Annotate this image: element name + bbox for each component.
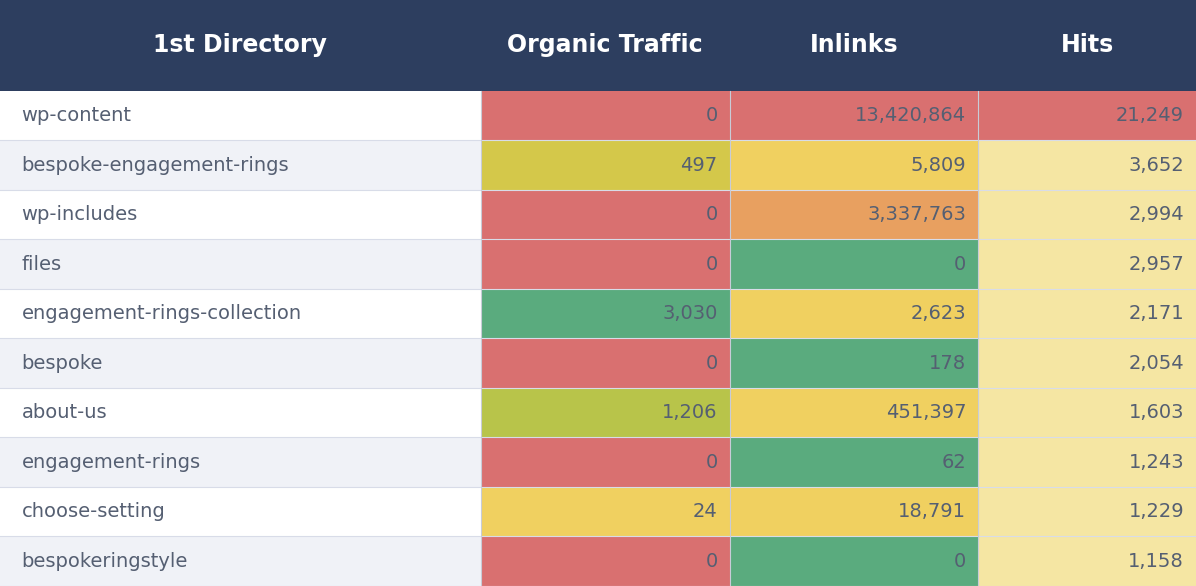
Bar	[978, 437, 1196, 487]
Bar	[0, 91, 481, 141]
Text: bespoke-engagement-rings: bespoke-engagement-rings	[22, 156, 289, 175]
Text: 62: 62	[941, 453, 966, 472]
Text: bespoke: bespoke	[22, 354, 103, 373]
Bar	[0, 141, 481, 190]
Bar	[481, 339, 730, 388]
Bar	[481, 388, 730, 437]
Text: about-us: about-us	[22, 403, 108, 422]
Bar	[0, 487, 481, 537]
Text: 0: 0	[954, 255, 966, 274]
Bar	[0, 0, 1196, 91]
Text: 21,249: 21,249	[1116, 106, 1184, 125]
Bar	[0, 339, 481, 388]
Text: 1,243: 1,243	[1128, 453, 1184, 472]
Bar	[978, 190, 1196, 240]
Text: Organic Traffic: Organic Traffic	[507, 33, 703, 57]
Bar	[481, 240, 730, 289]
Bar	[481, 537, 730, 586]
Text: 2,171: 2,171	[1128, 304, 1184, 323]
Bar	[730, 487, 978, 537]
Bar	[481, 91, 730, 141]
Bar	[730, 339, 978, 388]
Bar	[978, 487, 1196, 537]
Bar	[0, 437, 481, 487]
Text: wp-includes: wp-includes	[22, 205, 138, 224]
Text: Inlinks: Inlinks	[810, 33, 898, 57]
Text: 497: 497	[681, 156, 718, 175]
Text: 24: 24	[692, 502, 718, 521]
Bar	[730, 91, 978, 141]
Text: 0: 0	[706, 205, 718, 224]
Text: 2,623: 2,623	[910, 304, 966, 323]
Bar	[0, 190, 481, 240]
Bar	[481, 141, 730, 190]
Text: 3,652: 3,652	[1128, 156, 1184, 175]
Bar	[730, 240, 978, 289]
Bar	[730, 141, 978, 190]
Text: 5,809: 5,809	[910, 156, 966, 175]
Bar	[481, 190, 730, 240]
Text: wp-content: wp-content	[22, 106, 132, 125]
Bar	[978, 289, 1196, 339]
Text: 1st Directory: 1st Directory	[153, 33, 328, 57]
Text: 0: 0	[706, 354, 718, 373]
Bar	[0, 537, 481, 586]
Text: 178: 178	[929, 354, 966, 373]
Text: 1,158: 1,158	[1128, 552, 1184, 571]
Text: 0: 0	[706, 552, 718, 571]
Text: 451,397: 451,397	[886, 403, 966, 422]
Text: 2,957: 2,957	[1128, 255, 1184, 274]
Bar	[978, 537, 1196, 586]
Bar	[730, 190, 978, 240]
Text: 3,030: 3,030	[663, 304, 718, 323]
Text: bespokeringstyle: bespokeringstyle	[22, 552, 188, 571]
Bar	[730, 437, 978, 487]
Bar	[0, 240, 481, 289]
Bar	[481, 289, 730, 339]
Bar	[978, 240, 1196, 289]
Text: engagement-rings: engagement-rings	[22, 453, 201, 472]
Bar	[730, 537, 978, 586]
Bar	[730, 388, 978, 437]
Text: 0: 0	[954, 552, 966, 571]
Text: 2,054: 2,054	[1128, 354, 1184, 373]
Bar	[978, 141, 1196, 190]
Bar	[481, 487, 730, 537]
Text: 3,337,763: 3,337,763	[867, 205, 966, 224]
Text: choose-setting: choose-setting	[22, 502, 165, 521]
Bar	[978, 388, 1196, 437]
Bar	[0, 388, 481, 437]
Text: files: files	[22, 255, 62, 274]
Bar	[978, 339, 1196, 388]
Text: 0: 0	[706, 106, 718, 125]
Text: 0: 0	[706, 255, 718, 274]
Text: 18,791: 18,791	[898, 502, 966, 521]
Text: 1,229: 1,229	[1128, 502, 1184, 521]
Text: engagement-rings-collection: engagement-rings-collection	[22, 304, 301, 323]
Bar	[730, 289, 978, 339]
Text: 2,994: 2,994	[1128, 205, 1184, 224]
Text: 0: 0	[706, 453, 718, 472]
Text: 1,206: 1,206	[663, 403, 718, 422]
Bar	[978, 91, 1196, 141]
Text: 13,420,864: 13,420,864	[855, 106, 966, 125]
Bar	[0, 289, 481, 339]
Bar	[481, 437, 730, 487]
Text: 1,603: 1,603	[1129, 403, 1184, 422]
Text: Hits: Hits	[1061, 33, 1113, 57]
